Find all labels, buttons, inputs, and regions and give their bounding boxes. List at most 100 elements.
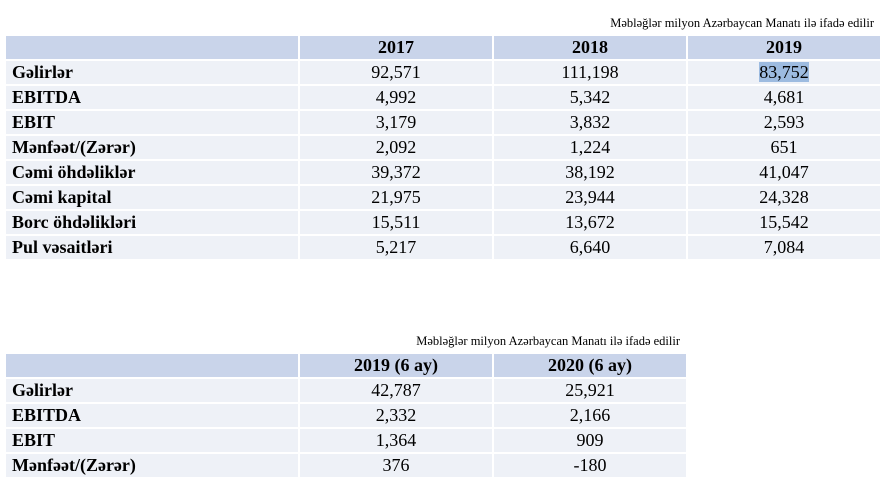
- cell-value: 42,787: [371, 380, 421, 400]
- cell: 1,364: [298, 427, 494, 454]
- cell: 4,681: [685, 84, 883, 111]
- cell-value: 38,192: [565, 162, 615, 182]
- cell-value: 3,832: [569, 112, 611, 132]
- cell: 5,342: [492, 84, 688, 111]
- row-label: EBITDA: [4, 84, 300, 111]
- cell-value: 13,672: [565, 212, 615, 232]
- cell: 23,944: [492, 184, 688, 211]
- cell: 21,975: [298, 184, 494, 211]
- cell: 24,328: [685, 184, 883, 211]
- row-label: Pul vəsaitləri: [4, 234, 300, 261]
- column-header: 2019 (6 ay): [298, 352, 494, 379]
- cell: 651: [685, 134, 883, 161]
- cell: 2,332: [298, 402, 494, 429]
- cell: 42,787: [298, 377, 494, 404]
- cell: 2,593: [685, 109, 883, 136]
- cell: 92,571: [298, 59, 494, 86]
- row-label: Cəmi öhdəliklər: [4, 159, 300, 186]
- cell-value: 651: [770, 137, 798, 157]
- row-label: EBIT: [4, 427, 300, 454]
- column-header: 2018: [492, 34, 688, 61]
- column-header: 2017: [298, 34, 494, 61]
- cell-value: 909: [576, 430, 604, 450]
- cell: 909: [491, 427, 689, 454]
- cell-value: 1,224: [569, 137, 611, 157]
- cell-value: 39,372: [371, 162, 421, 182]
- row-label: Gəlirlər: [4, 59, 300, 86]
- cell: 83,752: [685, 59, 883, 86]
- cell-value: 24,328: [759, 187, 809, 207]
- column-header: 2019: [685, 34, 883, 61]
- row-label: Cəmi kapital: [4, 184, 300, 211]
- cell-value: 41,047: [759, 162, 809, 182]
- row-label: Mənfəət/(Zərər): [4, 452, 300, 479]
- cell-value: 4,992: [375, 87, 417, 107]
- cell: 13,672: [492, 209, 688, 236]
- cell: 2,092: [298, 134, 494, 161]
- cell-value: 6,640: [569, 237, 611, 257]
- cell: 3,179: [298, 109, 494, 136]
- data-row: EBITDA 2,332 2,166: [4, 402, 689, 429]
- header-row: 2019 (6 ay) 2020 (6 ay): [4, 352, 689, 379]
- cell: 1,224: [492, 134, 688, 161]
- data-row: Mənfəət/(Zərər) 376 -180: [4, 452, 689, 479]
- cell-value: 21,975: [371, 187, 421, 207]
- cell: 5,217: [298, 234, 494, 261]
- data-row: Borc öhdəlikləri 15,511 13,672 15,542: [4, 209, 883, 236]
- data-row: Cəmi kapital 21,975 23,944 24,328: [4, 184, 883, 211]
- row-label: Borc öhdəlikləri: [4, 209, 300, 236]
- cell-value: -180: [573, 455, 607, 475]
- cell: -180: [491, 452, 689, 479]
- cell-value: 2,593: [763, 112, 805, 132]
- cell: 6,640: [492, 234, 688, 261]
- cell: 111,198: [492, 59, 688, 86]
- cell-value: 2,092: [375, 137, 417, 157]
- cell-value: 376: [382, 455, 410, 475]
- note-row: Məbləğlər milyon Azərbaycan Manatı ilə i…: [5, 328, 689, 354]
- cell-value: 4,681: [763, 87, 805, 107]
- cell-value: 2,166: [569, 405, 611, 425]
- data-table: Məbləğlər milyon Azərbaycan Manatı ilə i…: [4, 328, 689, 479]
- row-label: EBIT: [4, 109, 300, 136]
- cell-value: 7,084: [763, 237, 805, 257]
- cell-value: 3,179: [375, 112, 417, 132]
- row-label: EBITDA: [4, 402, 300, 429]
- cell: 3,832: [492, 109, 688, 136]
- cell: 41,047: [685, 159, 883, 186]
- cell-value: 25,921: [565, 380, 615, 400]
- cell: 376: [298, 452, 494, 479]
- header-row: 2017 2018 2019: [4, 34, 883, 61]
- data-row: EBIT 3,179 3,832 2,593: [4, 109, 883, 136]
- cell: 7,084: [685, 234, 883, 261]
- note: Məbləğlər milyon Azərbaycan Manatı ilə i…: [297, 10, 883, 36]
- row-label: Mənfəət/(Zərər): [4, 134, 300, 161]
- cell-value: 5,217: [375, 237, 417, 257]
- cell: 38,192: [492, 159, 688, 186]
- cell: 4,992: [298, 84, 494, 111]
- data-row: Gəlirlər 42,787 25,921: [4, 377, 689, 404]
- blank-cell: [5, 10, 300, 36]
- row-label: Gəlirlər: [4, 377, 300, 404]
- cell: 25,921: [491, 377, 689, 404]
- cell-value: 111,198: [561, 62, 619, 82]
- cell-value: 92,571: [371, 62, 421, 82]
- cell-value: 2,332: [375, 405, 417, 425]
- cell: 2,166: [491, 402, 689, 429]
- data-table: Məbləğlər milyon Azərbaycan Manatı ilə i…: [4, 10, 883, 261]
- blank-header: [4, 352, 300, 379]
- cell-value: 15,511: [371, 212, 421, 232]
- cell: 15,542: [685, 209, 883, 236]
- data-row: Gəlirlər 92,571 111,198 83,752: [4, 59, 883, 86]
- data-row: Pul vəsaitləri 5,217 6,640 7,084: [4, 234, 883, 261]
- blank-header: [4, 34, 300, 61]
- data-row: EBITDA 4,992 5,342 4,681: [4, 84, 883, 111]
- blank-cell: [5, 328, 300, 354]
- cell-value: 83,752: [759, 62, 809, 82]
- cell-value: 1,364: [375, 430, 417, 450]
- data-row: Cəmi öhdəliklər 39,372 38,192 41,047: [4, 159, 883, 186]
- cell: 15,511: [298, 209, 494, 236]
- cell-value: 5,342: [569, 87, 611, 107]
- data-row: Mənfəət/(Zərər) 2,092 1,224 651: [4, 134, 883, 161]
- data-row: EBIT 1,364 909: [4, 427, 689, 454]
